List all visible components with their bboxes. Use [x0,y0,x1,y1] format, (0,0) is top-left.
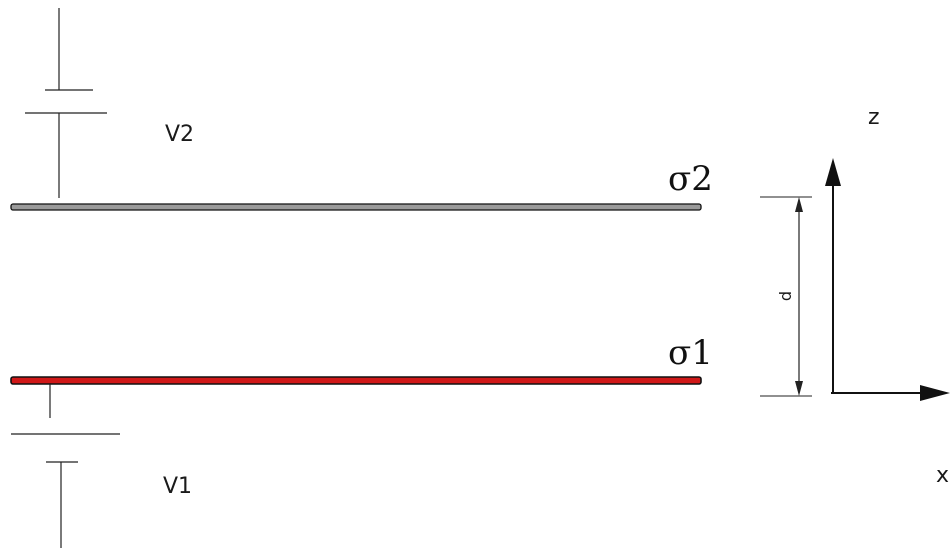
x-axis-label: x [936,463,949,488]
z-axis-arrow-icon [825,158,841,186]
battery-top-label: V2 [165,122,194,147]
plate-bottom [10,376,702,385]
battery-top [25,8,107,198]
plate-top-charge-label: σ2 [668,159,713,199]
z-axis-label: z [868,105,880,130]
separation-dimension [760,196,812,397]
axes [825,158,950,401]
battery-bottom [11,384,120,548]
x-axis-arrow-icon [920,385,950,401]
dimension-arrow-down-icon [795,381,803,396]
dimension-arrow-up-icon [795,197,803,212]
plate-bottom-charge-label: σ1 [668,333,713,373]
battery-bottom-label: V1 [163,474,192,499]
separation-label: d [776,291,795,301]
plate-top [10,203,702,211]
